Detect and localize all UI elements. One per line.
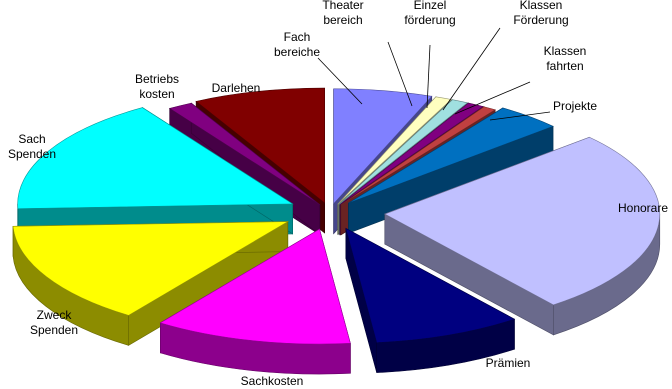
slice-fach-bereiche (333, 88, 433, 205)
slice-theater-bereich (337, 96, 452, 205)
label-betriebs-kosten: Betriebs kosten (135, 72, 179, 101)
leader-line-klassen-fahrten (454, 81, 531, 115)
label-klassen-forderung: Klassen Förderung (513, 0, 568, 27)
slice-einzel-forderung (338, 99, 469, 205)
leader-line-fach-bereiche (317, 57, 363, 105)
pie-tops-layer (12, 87, 661, 345)
leader-line-einzel-forderung (426, 44, 431, 109)
label-honorare: Honorare (618, 201, 668, 215)
label-pramien: Prämien (486, 356, 531, 370)
slice-projekte (348, 107, 554, 204)
label-darlehen: Darlehen (212, 81, 261, 95)
label-sach-spenden: Sach Spenden (8, 132, 56, 161)
label-theater-bereich: Theater bereich (322, 0, 363, 27)
leader-line-projekte (489, 111, 551, 121)
label-klassen-fahrten: Klassen fahrten (544, 44, 587, 73)
slice-klassen-fahrten (340, 106, 496, 206)
label-projekte: Projekte (553, 99, 597, 113)
leader-lines-layer (317, 27, 551, 121)
slice-darlehen (195, 87, 325, 204)
label-einzel-forderung: Einzel förderung (404, 0, 455, 27)
leader-line-klassen-forderung (442, 27, 501, 111)
label-zweck-spenden: Zweck Spenden (30, 308, 78, 337)
label-fach-bereiche: Fach bereiche (274, 30, 320, 59)
slice-sachkosten (159, 228, 351, 345)
slice-sach-spenden (17, 107, 294, 209)
slice-betriebs-kosten (168, 102, 321, 206)
label-sachkosten: Sachkosten (241, 374, 304, 388)
slice-zweck-spenden (12, 221, 289, 316)
slice-honorare (384, 136, 661, 306)
slice-pramien (345, 227, 516, 343)
leader-line-theater-bereich (387, 41, 413, 107)
